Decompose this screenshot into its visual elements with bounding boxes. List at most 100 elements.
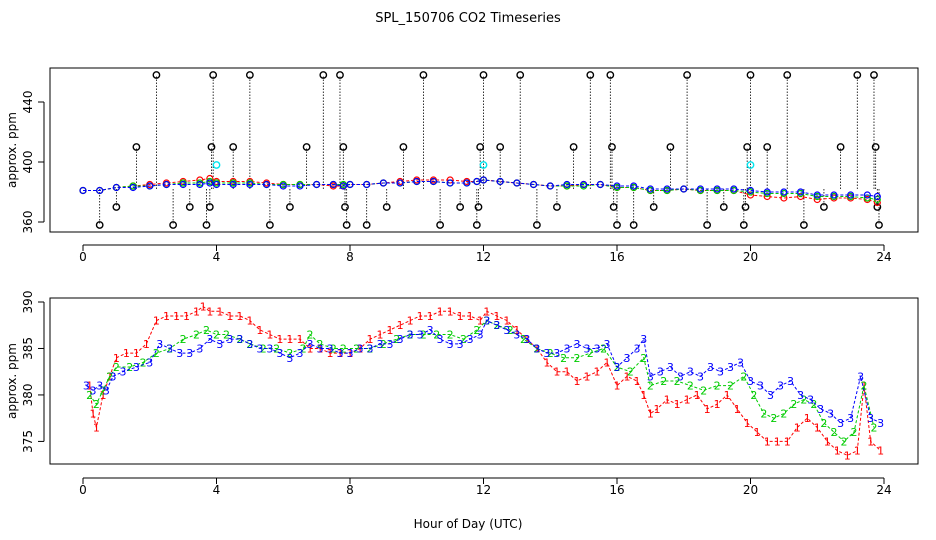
bottom-series-1-point: 1 — [647, 408, 654, 421]
spike-point — [362, 221, 371, 229]
top-x-tick-label: 0 — [79, 250, 87, 264]
cyan-point — [479, 161, 488, 169]
top-series-3-point — [873, 192, 881, 201]
bottom-series-3-point: 3 — [407, 329, 414, 342]
spike-point — [339, 143, 348, 151]
top-series-3-point — [339, 182, 347, 190]
bottom-x-tick-label: 16 — [609, 483, 624, 497]
top-panel-series — [79, 161, 881, 207]
bottom-series-2-point: 2 — [647, 380, 654, 393]
top-series-3-point — [413, 177, 421, 186]
bottom-series-3-point: 3 — [286, 352, 293, 365]
bottom-series-2-point: 2 — [830, 426, 837, 439]
spike-point — [286, 203, 294, 211]
spike-point — [132, 143, 141, 151]
bottom-series-2-point: 2 — [674, 375, 681, 388]
bottom-series-3-point: 3 — [90, 384, 97, 397]
spike-point — [342, 221, 351, 229]
bottom-series-3-point: 3 — [837, 417, 844, 430]
top-series-1-point — [446, 176, 454, 184]
top-series-3-point — [446, 179, 454, 187]
bottom-series-1-point: 1 — [163, 310, 170, 323]
bottom-series-1-point: 1 — [824, 435, 831, 448]
bottom-series-3-point: 3 — [96, 380, 103, 393]
bottom-series-3-point: 3 — [83, 380, 90, 393]
spike-point — [474, 203, 483, 211]
bottom-series-3-point: 3 — [477, 329, 484, 342]
bottom-series-1-point: 1 — [477, 315, 484, 328]
bottom-series-2-point: 2 — [100, 384, 107, 397]
top-series-3-point — [313, 180, 321, 189]
spike-point — [870, 71, 878, 79]
spike-point — [666, 143, 675, 151]
top-series-3-point — [473, 177, 481, 186]
bottom-series-1-point: 1 — [877, 445, 884, 458]
bottom-series-3-point: 3 — [110, 370, 117, 383]
top-series-3-point — [479, 176, 488, 184]
spike-point — [783, 71, 792, 79]
bottom-series-2-point: 2 — [180, 333, 187, 346]
x-axis-title: Hour of Day (UTC) — [414, 517, 523, 531]
bottom-series-1-point: 1 — [316, 342, 323, 355]
top-series-3-point — [329, 180, 337, 189]
top-series-line-1 — [83, 177, 878, 203]
bottom-series-3-point: 3 — [467, 333, 474, 346]
bottom-x-tick-label: 8 — [346, 483, 354, 497]
bottom-series-2-point: 2 — [780, 408, 787, 421]
bottom-series-1-point: 1 — [467, 310, 474, 323]
bottom-series-3-point: 3 — [543, 347, 550, 360]
bottom-series-1-point: 1 — [583, 370, 590, 383]
spike-point — [800, 221, 808, 229]
spike-point — [553, 203, 561, 211]
bottom-series-2-point: 2 — [340, 342, 347, 355]
bottom-series-1-point: 1 — [744, 417, 751, 430]
top-series-3-point — [296, 182, 304, 190]
cyan-point — [746, 161, 755, 169]
top-panel-spikes — [95, 71, 883, 229]
bottom-series-3-point: 3 — [757, 380, 764, 393]
bottom-series-1-point: 1 — [573, 375, 580, 388]
bottom-series-1-point: 1 — [296, 333, 303, 346]
top-y-tick-label: 400 — [21, 151, 35, 174]
spike-point — [456, 203, 465, 211]
bottom-series-2-point: 2 — [870, 421, 877, 434]
bottom-series-3-point: 3 — [737, 356, 744, 369]
chart-title: SPL_150706 CO2 Timeseries — [375, 11, 561, 26]
bottom-series-1-point: 1 — [854, 445, 861, 458]
bottom-series-2-point: 2 — [393, 333, 400, 346]
bottom-series-3-point: 3 — [437, 333, 444, 346]
bottom-series-2-point: 2 — [790, 398, 797, 411]
bottom-series-1-point: 1 — [326, 347, 333, 360]
bottom-series-3-point: 3 — [387, 338, 394, 351]
bottom-series-1-point: 1 — [654, 403, 661, 416]
bottom-series-1-point: 1 — [93, 421, 100, 434]
top-series-3-point — [646, 185, 654, 193]
bottom-series-3-point: 3 — [377, 338, 384, 351]
bottom-series-1-point: 1 — [90, 408, 97, 421]
bottom-series-3-point: 3 — [634, 342, 641, 355]
spike-point — [229, 143, 238, 151]
top-x-tick-label: 8 — [346, 250, 354, 264]
bottom-series-3-point: 3 — [687, 366, 694, 379]
top-series-3-point — [229, 180, 237, 189]
top-series-3-point — [146, 182, 154, 190]
bottom-series-1-point: 1 — [367, 333, 374, 346]
bottom-x-tick-label: 0 — [79, 483, 87, 497]
bottom-series-1-point: 1 — [437, 305, 444, 318]
bottom-series-1-point: 1 — [133, 347, 140, 360]
bottom-series-2-point: 2 — [300, 342, 307, 355]
top-series-3-point — [246, 180, 254, 189]
top-series-3-point — [429, 177, 438, 186]
bottom-series-2-point: 2 — [573, 352, 580, 365]
bottom-series-1-point: 1 — [447, 305, 454, 318]
bottom-series-3-point: 3 — [727, 361, 734, 374]
bottom-series-2-point: 2 — [433, 329, 440, 342]
top-series-3-point — [713, 185, 721, 193]
bottom-series-1-point: 1 — [206, 305, 213, 318]
top-series-3-point — [730, 185, 738, 193]
bottom-series-1-point: 1 — [377, 329, 384, 342]
bottom-series-1-point: 1 — [143, 338, 150, 351]
bottom-series-3-point: 3 — [186, 347, 193, 360]
bottom-series-1-point: 1 — [503, 315, 510, 328]
bottom-series-1-point: 1 — [764, 435, 771, 448]
